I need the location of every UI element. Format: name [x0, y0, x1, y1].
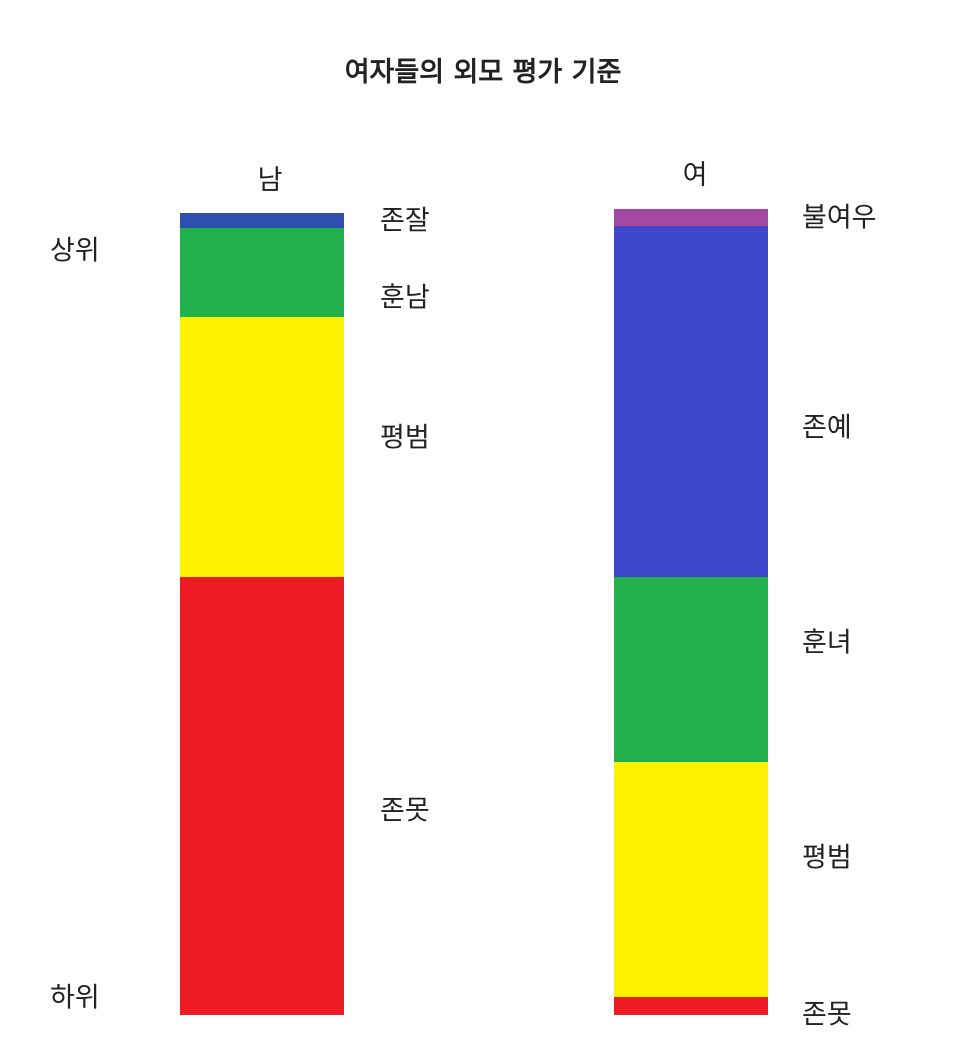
bar-segment — [614, 576, 768, 763]
bar-header: 남 — [257, 165, 283, 196]
segment-label: 불여우 — [802, 202, 877, 234]
segment-label: 훈남 — [380, 282, 430, 314]
segment-label: 훈녀 — [802, 627, 852, 659]
bar-segment — [614, 209, 768, 227]
bar-segment — [180, 213, 344, 229]
bar-header: 여 — [682, 160, 708, 191]
bar-segment — [180, 317, 344, 578]
segment-label: 평범 — [380, 422, 430, 454]
bar-segment — [614, 761, 768, 998]
axis-label-bottom: 하위 — [50, 982, 100, 1014]
bar-segment — [180, 228, 344, 318]
segment-label: 존못 — [380, 795, 430, 827]
segment-label: 존잘 — [380, 205, 430, 237]
bar-segment — [180, 577, 344, 1016]
segment-label: 평범 — [802, 842, 852, 874]
segment-label: 존예 — [802, 412, 852, 444]
chart-title: 여자들의 외모 평가 기준 — [344, 57, 622, 88]
segment-label: 존못 — [802, 999, 852, 1031]
bar-segment — [614, 997, 768, 1016]
bar-segment — [614, 225, 768, 578]
axis-label-top: 상위 — [50, 235, 100, 267]
